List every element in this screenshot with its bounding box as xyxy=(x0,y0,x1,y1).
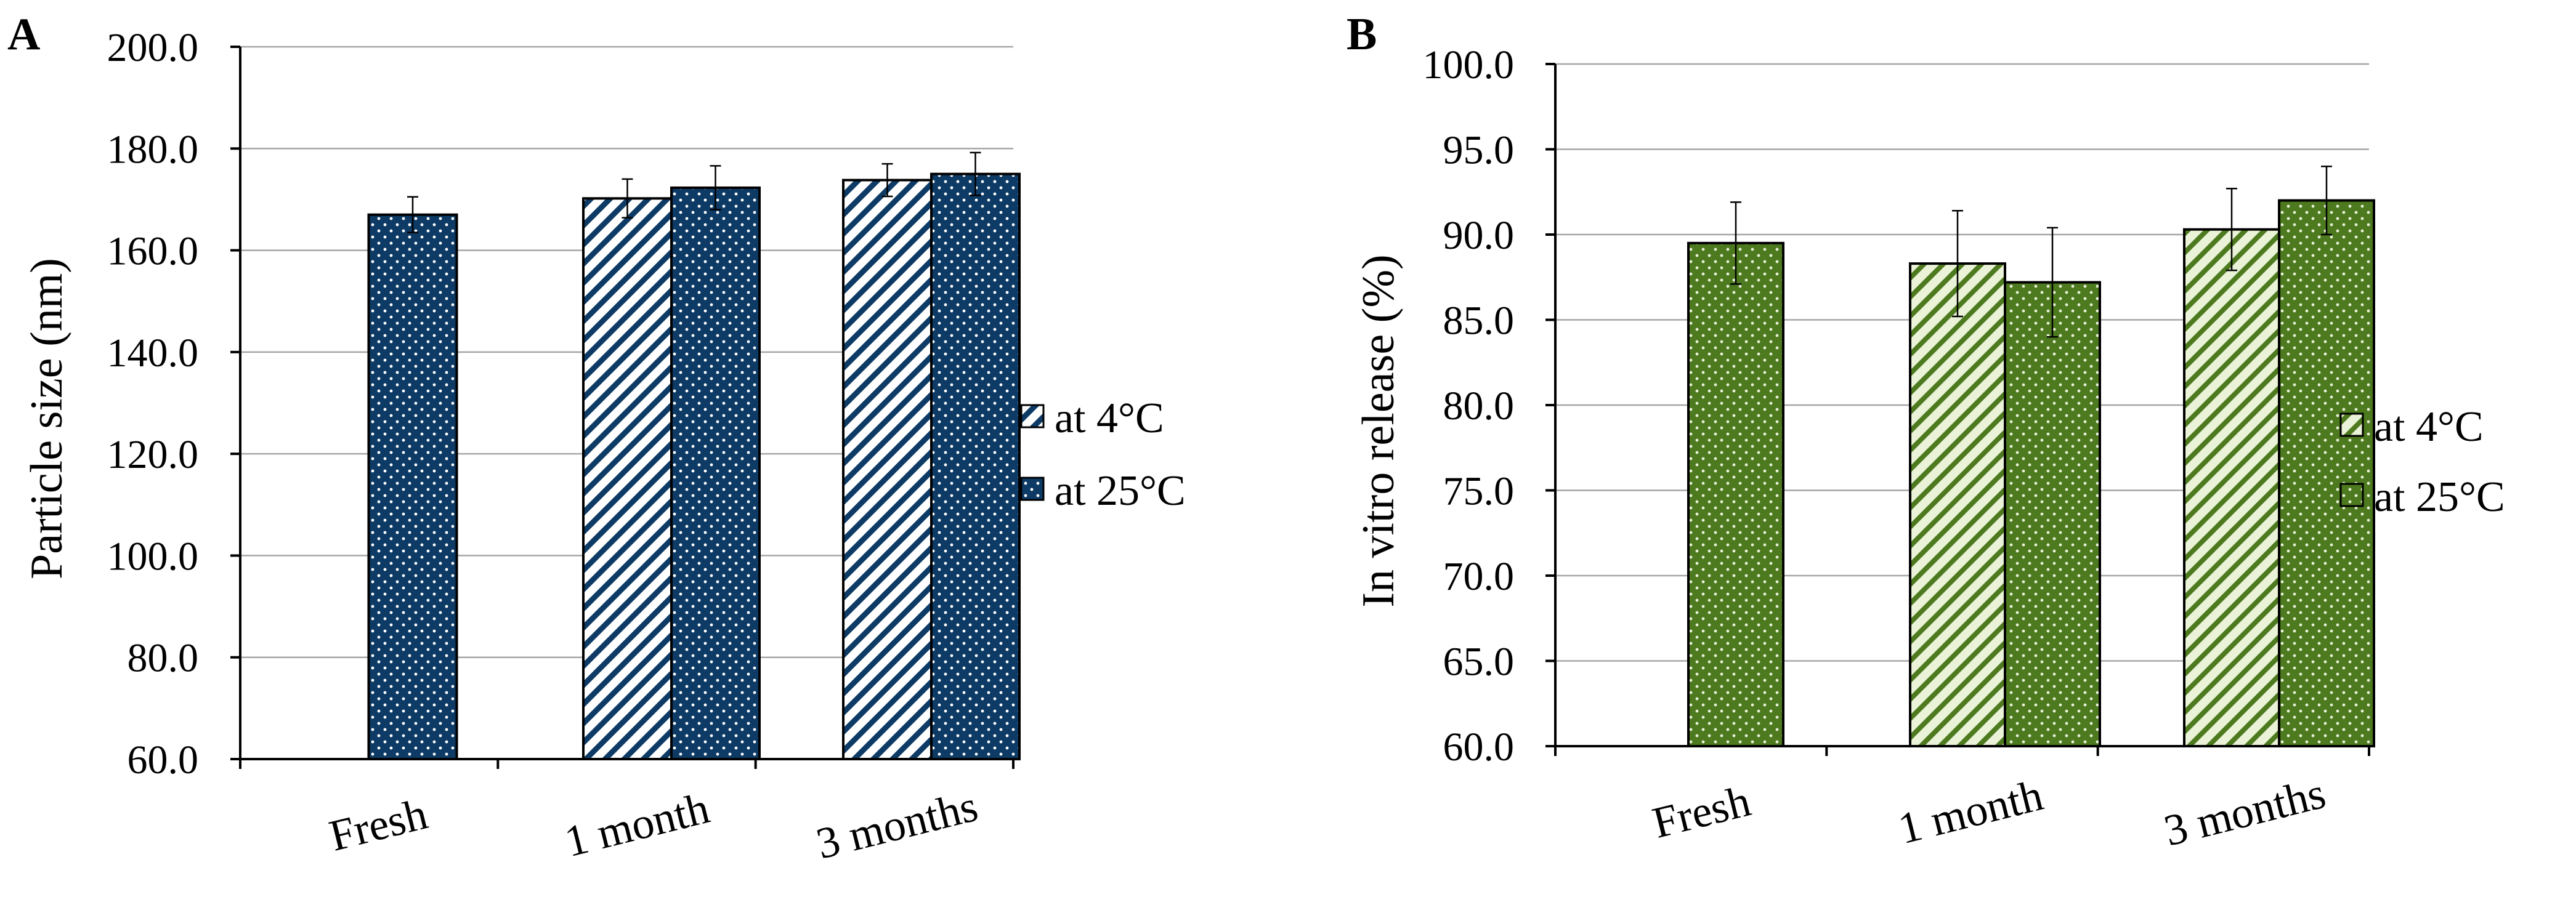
x-category-label-a: 3 months xyxy=(811,781,982,869)
y-tick-label-b: 90.0 xyxy=(1443,213,1515,258)
bar-a-s1-c0 xyxy=(367,213,458,760)
x-category-label-b: 1 month xyxy=(1894,770,2047,853)
axes-a xyxy=(230,46,1015,769)
y-tick-label-b: 80.0 xyxy=(1443,384,1515,428)
y-tick-labels-b: 60.0 65.0 70.0 75.0 80.0 85.0 90.0 95.0 100.0 xyxy=(1423,42,1515,770)
legend-swatch-a-25c xyxy=(1020,477,1045,501)
y-tick-label-b: 65.0 xyxy=(1443,640,1515,685)
bar-b-s1-c1 xyxy=(2004,281,2101,747)
y-tick-label-a: 200.0 xyxy=(107,25,199,70)
bars-a xyxy=(367,151,1021,761)
legend-label-b-25c: at 25°C xyxy=(2374,473,2505,521)
y-tick-labels-a: 60.0 80.0 100.0 120.0 140.0 160.0 180.0 200.0 xyxy=(107,25,199,782)
bar-a-s1-c2 xyxy=(930,172,1021,761)
legend-a: at 4°C at 25°C xyxy=(1020,395,1186,515)
bar-b-s1-c2 xyxy=(2278,199,2375,748)
y-tick-label-a: 100.0 xyxy=(107,534,199,579)
y-tick-label-b: 95.0 xyxy=(1443,128,1515,173)
x-category-label-a: 1 month xyxy=(560,783,714,866)
panel-a-chart: A Particle size (nm) 60.0 80.0 100.0 120.0 1… xyxy=(7,9,1186,869)
legend-swatch-a-4c xyxy=(1020,404,1045,428)
bar-a-s0-c2 xyxy=(842,179,933,760)
y-tick-label-b: 70.0 xyxy=(1443,554,1515,599)
bars-b xyxy=(1687,165,2375,748)
bar-a-s1-c1 xyxy=(670,186,761,760)
y-tick-label-a: 180.0 xyxy=(107,127,199,172)
panel-label-a: A xyxy=(7,9,40,60)
legend-label-a-25c: at 25°C xyxy=(1055,467,1186,515)
y-tick-label-a: 120.0 xyxy=(107,432,199,477)
x-category-label-a: Fresh xyxy=(325,789,432,861)
y-tick-label-b: 60.0 xyxy=(1443,725,1515,770)
axes-b xyxy=(1545,63,2370,756)
legend-label-b-4c: at 4°C xyxy=(2374,403,2484,451)
bar-b-s0-c2 xyxy=(2183,228,2280,747)
panel-b-chart: B In vitro release (%) 60.0 65.0 70.0 75.0 8… xyxy=(1347,9,2505,856)
legend-swatch-b-4c xyxy=(2339,412,2364,437)
y-axis-title-b: In vitro release (%) xyxy=(1353,254,1404,607)
x-category-label-b: Fresh xyxy=(1648,776,1756,848)
y-tick-label-a: 60.0 xyxy=(128,738,199,782)
x-category-labels-b: Fresh 1 month 3 months xyxy=(1648,768,2330,856)
legend-b: at 4°C at 25°C xyxy=(2339,403,2505,521)
y-tick-label-a: 160.0 xyxy=(107,229,199,274)
y-axis-title-a: Particle size (nm) xyxy=(22,258,72,579)
y-tick-label-a: 80.0 xyxy=(128,636,199,681)
x-category-label-b: 3 months xyxy=(2159,768,2330,856)
y-tick-label-b: 75.0 xyxy=(1443,469,1515,514)
y-tick-label-b: 85.0 xyxy=(1443,299,1515,344)
y-tick-label-b: 100.0 xyxy=(1423,42,1515,87)
bar-b-s1-c0 xyxy=(1687,241,1784,748)
x-category-labels-a: Fresh 1 month 3 months xyxy=(325,781,982,869)
bar-b-s0-c1 xyxy=(1909,262,2006,747)
panel-label-b: B xyxy=(1347,9,1377,60)
bar-a-s0-c1 xyxy=(582,197,673,761)
y-tick-label-a: 140.0 xyxy=(107,331,199,376)
legend-swatch-b-25c xyxy=(2339,483,2364,507)
legend-label-a-4c: at 4°C xyxy=(1055,395,1164,442)
